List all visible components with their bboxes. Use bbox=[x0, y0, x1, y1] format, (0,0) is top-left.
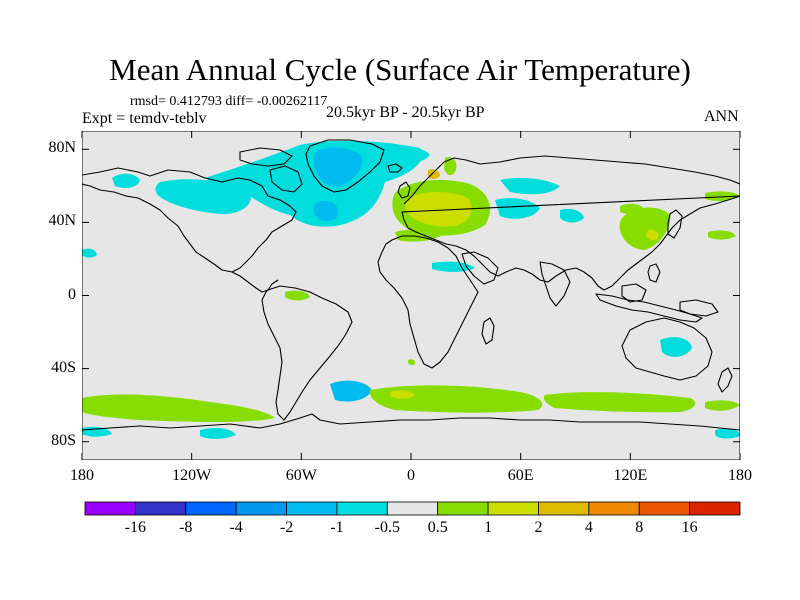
coastline-new-zealand bbox=[717, 367, 733, 393]
warm-region-europe-peak bbox=[428, 169, 440, 179]
x-tick-label: 180 bbox=[728, 467, 752, 484]
cold-region-central-asia bbox=[495, 198, 540, 219]
colorbar-swatch-12 bbox=[689, 501, 741, 516]
axis-ticks bbox=[81, 131, 741, 460]
x-tick-label: 120W bbox=[172, 467, 212, 484]
coastline-central-america bbox=[231, 271, 279, 293]
x-tick-label: 180 bbox=[70, 467, 94, 484]
cold-region-labrador bbox=[313, 200, 339, 222]
warm-region-southern-ocean-3 bbox=[543, 392, 696, 413]
cold-region-antarctic-3 bbox=[715, 428, 740, 439]
coastline-borneo bbox=[621, 283, 647, 303]
colorbar-label: -8 bbox=[179, 519, 193, 536]
warm-region-southern-ocean-4 bbox=[705, 400, 740, 411]
x-tick-label: 120E bbox=[613, 467, 648, 484]
y-tick-label: 80S bbox=[51, 431, 76, 449]
warm-region-europe-core bbox=[405, 192, 472, 227]
colorbar-label: 2 bbox=[534, 519, 543, 536]
cold-region-siberia bbox=[396, 147, 430, 163]
colorbar-label: -2 bbox=[279, 519, 294, 536]
y-tick-label: 80N bbox=[48, 139, 76, 157]
cold-region-australia bbox=[660, 337, 692, 357]
cold-region-north-atlantic bbox=[205, 140, 423, 227]
cold-region-north-america bbox=[155, 179, 251, 215]
colorbar-swatch-10 bbox=[588, 501, 640, 516]
warm-region-japan-core bbox=[646, 229, 659, 241]
coastline-arctic-islands bbox=[239, 147, 293, 167]
cold-region-greenland bbox=[313, 147, 363, 187]
experiment-label: Expt = temdv-teblv bbox=[82, 110, 207, 127]
coastline-greenland bbox=[305, 139, 385, 193]
colorbar-swatch-3 bbox=[235, 501, 287, 516]
y-tick-label: 0 bbox=[68, 285, 76, 303]
coastline-australia bbox=[621, 317, 713, 381]
coastline-south-america bbox=[261, 285, 353, 421]
x-tick-label: 60W bbox=[285, 467, 317, 484]
colorbar-label: 4 bbox=[584, 519, 593, 536]
warm-region-southern-ocean-core bbox=[390, 390, 415, 399]
coastline-japan bbox=[667, 209, 683, 239]
stats-line: rmsd= 0.412793 diff= -0.00262117 bbox=[130, 94, 328, 109]
colorbar-swatch-9 bbox=[538, 501, 590, 516]
colorbar-label: -0.5 bbox=[374, 519, 400, 536]
period-label: 20.5kyr BP - 20.5kyr BP bbox=[326, 104, 485, 121]
cold-region-pacific-east bbox=[82, 248, 97, 258]
coastline-eurasia bbox=[401, 155, 740, 291]
x-tick-label: 60E bbox=[507, 467, 534, 484]
map-plot-area bbox=[82, 131, 740, 460]
coastline-arabia bbox=[461, 251, 499, 285]
colorbar-swatch-6 bbox=[386, 501, 439, 516]
cold-region-kara bbox=[500, 178, 560, 195]
coastline-new-guinea bbox=[679, 299, 719, 317]
colorbar-label: -16 bbox=[124, 519, 147, 536]
colorbar-label: 1 bbox=[484, 519, 493, 536]
warm-region-africa-south bbox=[408, 359, 416, 366]
colorbar-swatch-8 bbox=[487, 501, 539, 516]
warm-region-southern-ocean bbox=[82, 394, 275, 422]
coastline-madagascar bbox=[481, 317, 495, 345]
warm-region-southern-ocean-2 bbox=[369, 385, 543, 413]
colorbar-swatch-7 bbox=[437, 501, 489, 516]
coastline-india bbox=[539, 261, 571, 307]
season-label: ANN bbox=[704, 108, 739, 125]
warm-region-north-asia bbox=[620, 203, 645, 215]
warm-region-scandinavia bbox=[444, 157, 457, 176]
colorbar-swatch-5 bbox=[336, 501, 388, 516]
colorbar bbox=[84, 501, 741, 516]
colorbar-swatch-11 bbox=[638, 501, 691, 516]
coastline-north-america bbox=[82, 167, 297, 273]
coastline-philippines bbox=[647, 263, 661, 283]
coastline-uk bbox=[397, 181, 411, 199]
colorbar-swatch-0 bbox=[84, 501, 136, 516]
cold-region-alaska bbox=[112, 173, 140, 188]
warm-region-west-pacific bbox=[708, 230, 736, 240]
plot-title: Mean Annual Cycle (Surface Air Temperatu… bbox=[109, 52, 691, 87]
colorbar-label: 16 bbox=[681, 519, 698, 536]
coastline-africa bbox=[377, 235, 479, 369]
anomaly-fields bbox=[82, 140, 740, 439]
warm-region-east-asia bbox=[619, 207, 671, 250]
warm-region-caribbean bbox=[285, 290, 310, 301]
colorbar-swatch-2 bbox=[185, 501, 237, 516]
cold-region-arabia bbox=[432, 261, 475, 272]
coastline-antarctica bbox=[82, 413, 740, 431]
colorbar-swatch-4 bbox=[286, 501, 338, 516]
coastline-iceland bbox=[387, 163, 403, 173]
colorbar-label: 8 bbox=[635, 519, 644, 536]
coastline-baffin bbox=[269, 165, 303, 193]
colorbar-label: -1 bbox=[330, 519, 344, 536]
colorbar-label: -4 bbox=[229, 519, 243, 536]
cold-region-antarctic-2 bbox=[200, 427, 236, 439]
coastlines bbox=[82, 139, 740, 431]
cold-region-south-atlantic bbox=[330, 380, 372, 402]
y-tick-label: 40N bbox=[48, 212, 76, 230]
colorbar-swatch-1 bbox=[134, 501, 187, 516]
cold-region-tibet bbox=[560, 208, 584, 223]
colorbar-label: 0.5 bbox=[427, 519, 448, 536]
x-tick-label: 0 bbox=[407, 467, 415, 484]
y-tick-label: 40S bbox=[51, 358, 76, 376]
